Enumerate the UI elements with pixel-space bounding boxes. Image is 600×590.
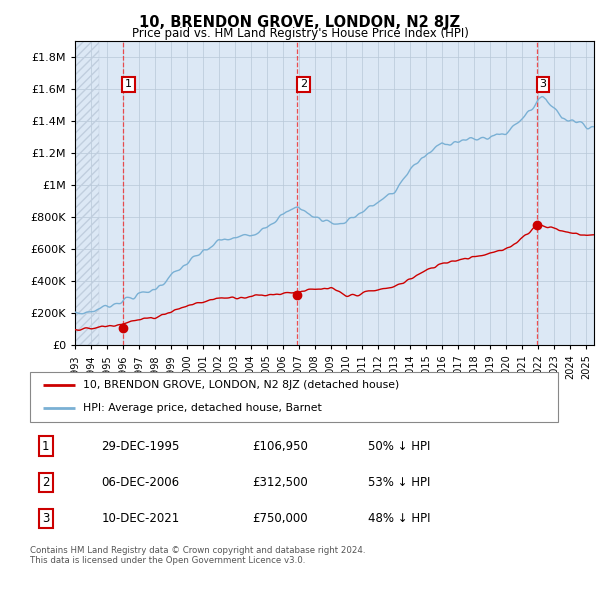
Text: 3: 3: [539, 80, 547, 90]
Text: £106,950: £106,950: [252, 440, 308, 453]
Text: 1: 1: [42, 440, 50, 453]
Text: 10-DEC-2021: 10-DEC-2021: [101, 512, 179, 525]
Text: 2: 2: [42, 476, 50, 489]
Text: Price paid vs. HM Land Registry's House Price Index (HPI): Price paid vs. HM Land Registry's House …: [131, 27, 469, 40]
FancyBboxPatch shape: [30, 372, 558, 422]
Text: 10, BRENDON GROVE, LONDON, N2 8JZ: 10, BRENDON GROVE, LONDON, N2 8JZ: [139, 15, 461, 30]
Text: 53% ↓ HPI: 53% ↓ HPI: [368, 476, 430, 489]
Text: 10, BRENDON GROVE, LONDON, N2 8JZ (detached house): 10, BRENDON GROVE, LONDON, N2 8JZ (detac…: [83, 380, 399, 390]
Text: 06-DEC-2006: 06-DEC-2006: [101, 476, 179, 489]
Text: 1: 1: [125, 80, 132, 90]
Text: £750,000: £750,000: [252, 512, 307, 525]
Text: 2: 2: [299, 80, 307, 90]
Text: 29-DEC-1995: 29-DEC-1995: [101, 440, 179, 453]
Text: £312,500: £312,500: [252, 476, 308, 489]
Text: 50% ↓ HPI: 50% ↓ HPI: [368, 440, 430, 453]
Bar: [75, 41, 99, 345]
Text: Contains HM Land Registry data © Crown copyright and database right 2024.
This d: Contains HM Land Registry data © Crown c…: [30, 546, 365, 565]
Text: 3: 3: [42, 512, 50, 525]
Text: HPI: Average price, detached house, Barnet: HPI: Average price, detached house, Barn…: [83, 404, 322, 414]
Text: 48% ↓ HPI: 48% ↓ HPI: [368, 512, 430, 525]
